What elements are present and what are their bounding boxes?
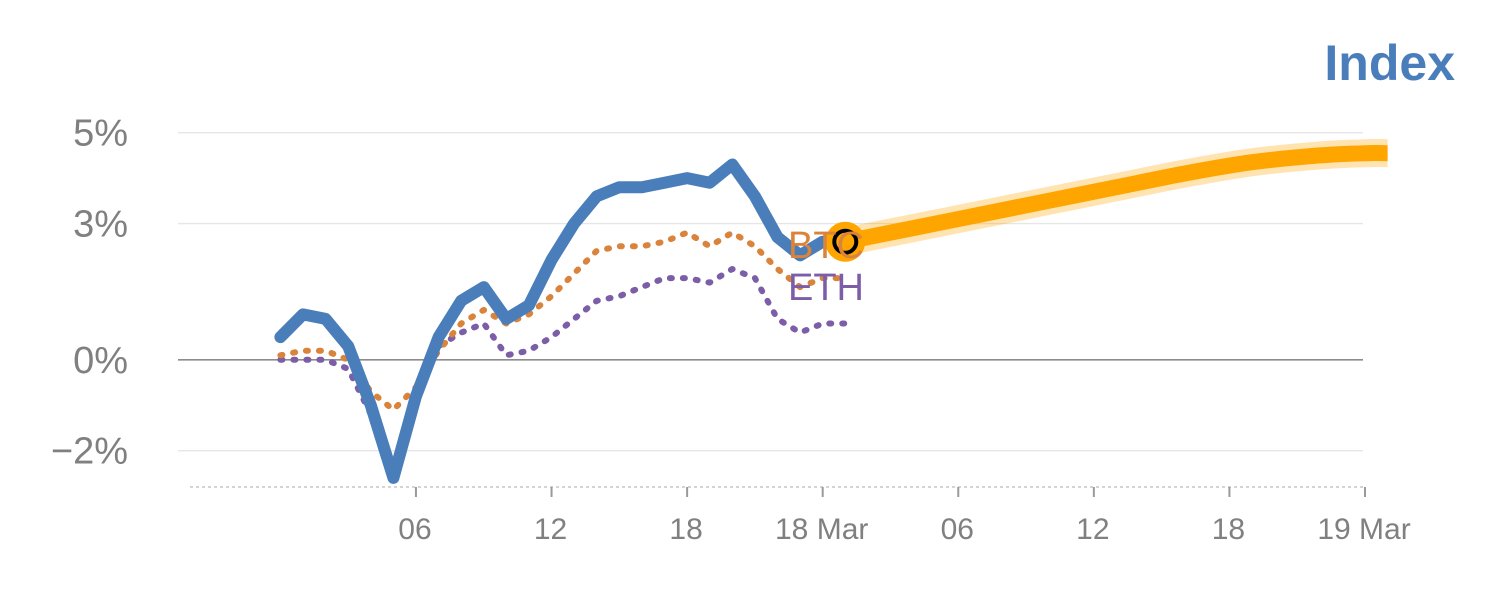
series-label-eth: ETH	[788, 267, 864, 309]
x-tick-label: 18	[669, 513, 702, 546]
x-tick-label: 12	[1076, 513, 1109, 546]
x-tick-label: 19 Mar	[1317, 513, 1410, 546]
x-axis: 06 12 18 18 Mar 06 12 18 19 Mar	[398, 487, 1411, 546]
series-layer	[274, 139, 1388, 484]
y-tick-label: 5%	[73, 113, 128, 155]
y-tick-label: 3%	[73, 204, 128, 246]
x-tick-label: 06	[398, 513, 431, 546]
x-tick-label: 18 Mar	[775, 513, 868, 546]
series-line-eth	[277, 266, 849, 472]
x-tick-label: 06	[941, 513, 974, 546]
x-tick-label: 18	[1212, 513, 1245, 546]
series-line-btc	[277, 229, 849, 413]
y-tick-label: 0%	[73, 340, 128, 382]
current-point-marker	[832, 228, 859, 255]
marker-layer	[825, 221, 866, 262]
chart-title: Index	[1324, 35, 1455, 91]
y-tick-label: −2%	[51, 431, 128, 473]
forecast-line	[843, 145, 1388, 250]
series-label-btc: BTC	[788, 225, 864, 267]
x-tick-label: 12	[534, 513, 567, 546]
series-line-index	[274, 158, 852, 484]
